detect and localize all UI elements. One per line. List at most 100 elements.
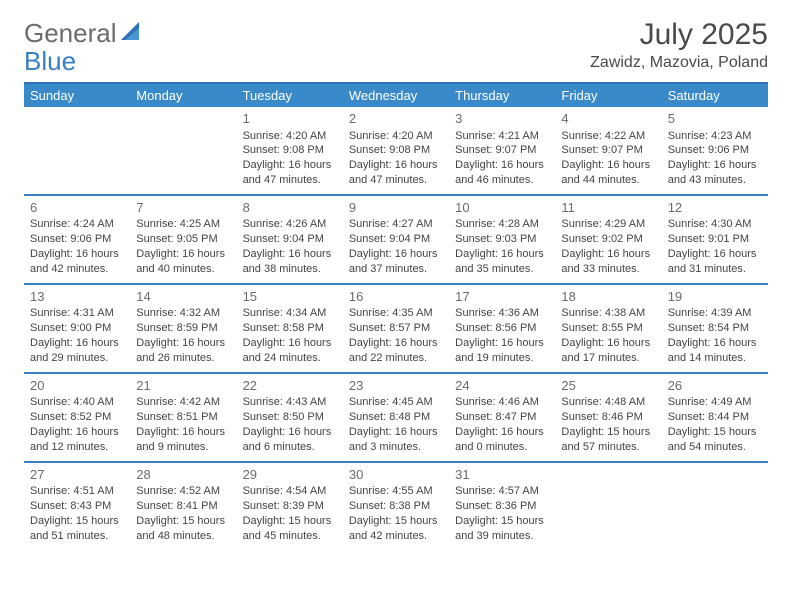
sunrise-text: Sunrise: 4:36 AM xyxy=(455,306,549,321)
sunrise-text: Sunrise: 4:43 AM xyxy=(243,395,337,410)
day-cell: 23Sunrise: 4:45 AMSunset: 8:48 PMDayligh… xyxy=(343,374,449,461)
day-cell: 15Sunrise: 4:34 AMSunset: 8:58 PMDayligh… xyxy=(237,285,343,372)
daylight-text: Daylight: 16 hours xyxy=(243,425,337,440)
daylight-text: Daylight: 16 hours xyxy=(455,247,549,262)
day-number: 15 xyxy=(243,288,337,306)
day-header: Monday xyxy=(130,84,236,107)
daylight-text: Daylight: 16 hours xyxy=(136,336,230,351)
daylight-text: and 3 minutes. xyxy=(349,440,443,455)
title-block: July 2025 Zawidz, Mazovia, Poland xyxy=(590,18,768,72)
daylight-text: Daylight: 16 hours xyxy=(668,336,762,351)
day-cell: 1Sunrise: 4:20 AMSunset: 9:08 PMDaylight… xyxy=(237,107,343,194)
daylight-text: Daylight: 15 hours xyxy=(243,514,337,529)
day-cell: 7Sunrise: 4:25 AMSunset: 9:05 PMDaylight… xyxy=(130,196,236,283)
day-cell: 25Sunrise: 4:48 AMSunset: 8:46 PMDayligh… xyxy=(555,374,661,461)
day-cell: 21Sunrise: 4:42 AMSunset: 8:51 PMDayligh… xyxy=(130,374,236,461)
day-cell: 2Sunrise: 4:20 AMSunset: 9:08 PMDaylight… xyxy=(343,107,449,194)
day-number: 23 xyxy=(349,377,443,395)
day-number: 26 xyxy=(668,377,762,395)
sunset-text: Sunset: 9:00 PM xyxy=(30,321,124,336)
sunrise-text: Sunrise: 4:42 AM xyxy=(136,395,230,410)
sunrise-text: Sunrise: 4:24 AM xyxy=(30,217,124,232)
daylight-text: Daylight: 16 hours xyxy=(668,247,762,262)
sunrise-text: Sunrise: 4:30 AM xyxy=(668,217,762,232)
day-number: 24 xyxy=(455,377,549,395)
empty-cell xyxy=(555,463,661,550)
day-cell: 13Sunrise: 4:31 AMSunset: 9:00 PMDayligh… xyxy=(24,285,130,372)
day-number: 10 xyxy=(455,199,549,217)
daylight-text: Daylight: 16 hours xyxy=(349,336,443,351)
daylight-text: Daylight: 16 hours xyxy=(30,247,124,262)
sunrise-text: Sunrise: 4:34 AM xyxy=(243,306,337,321)
sunset-text: Sunset: 9:04 PM xyxy=(243,232,337,247)
daylight-text: Daylight: 15 hours xyxy=(561,425,655,440)
daylight-text: Daylight: 16 hours xyxy=(30,425,124,440)
daylight-text: and 14 minutes. xyxy=(668,351,762,366)
daylight-text: and 46 minutes. xyxy=(455,173,549,188)
sunset-text: Sunset: 8:43 PM xyxy=(30,499,124,514)
empty-cell xyxy=(24,107,130,194)
day-number: 3 xyxy=(455,110,549,128)
day-header: Wednesday xyxy=(343,84,449,107)
daylight-text: Daylight: 15 hours xyxy=(30,514,124,529)
daylight-text: and 35 minutes. xyxy=(455,262,549,277)
daylight-text: Daylight: 16 hours xyxy=(561,336,655,351)
sunrise-text: Sunrise: 4:27 AM xyxy=(349,217,443,232)
sunset-text: Sunset: 8:39 PM xyxy=(243,499,337,514)
day-number: 11 xyxy=(561,199,655,217)
sunset-text: Sunset: 8:56 PM xyxy=(455,321,549,336)
day-header: Tuesday xyxy=(237,84,343,107)
day-number: 21 xyxy=(136,377,230,395)
day-cell: 16Sunrise: 4:35 AMSunset: 8:57 PMDayligh… xyxy=(343,285,449,372)
day-number: 2 xyxy=(349,110,443,128)
week-row: 27Sunrise: 4:51 AMSunset: 8:43 PMDayligh… xyxy=(24,461,768,550)
sunrise-text: Sunrise: 4:29 AM xyxy=(561,217,655,232)
empty-cell xyxy=(662,463,768,550)
day-number: 18 xyxy=(561,288,655,306)
daylight-text: Daylight: 16 hours xyxy=(561,158,655,173)
daylight-text: Daylight: 16 hours xyxy=(136,247,230,262)
header: General July 2025 Zawidz, Mazovia, Polan… xyxy=(24,18,768,72)
daylight-text: and 47 minutes. xyxy=(243,173,337,188)
day-cell: 29Sunrise: 4:54 AMSunset: 8:39 PMDayligh… xyxy=(237,463,343,550)
sunrise-text: Sunrise: 4:28 AM xyxy=(455,217,549,232)
day-number: 22 xyxy=(243,377,337,395)
day-number: 20 xyxy=(30,377,124,395)
daylight-text: and 17 minutes. xyxy=(561,351,655,366)
sunrise-text: Sunrise: 4:31 AM xyxy=(30,306,124,321)
daylight-text: and 47 minutes. xyxy=(349,173,443,188)
day-number: 14 xyxy=(136,288,230,306)
sunset-text: Sunset: 8:54 PM xyxy=(668,321,762,336)
day-number: 28 xyxy=(136,466,230,484)
sunset-text: Sunset: 9:08 PM xyxy=(243,143,337,158)
sunrise-text: Sunrise: 4:23 AM xyxy=(668,129,762,144)
sunrise-text: Sunrise: 4:20 AM xyxy=(243,129,337,144)
day-cell: 27Sunrise: 4:51 AMSunset: 8:43 PMDayligh… xyxy=(24,463,130,550)
sunset-text: Sunset: 8:59 PM xyxy=(136,321,230,336)
day-cell: 9Sunrise: 4:27 AMSunset: 9:04 PMDaylight… xyxy=(343,196,449,283)
daylight-text: Daylight: 16 hours xyxy=(561,247,655,262)
sunset-text: Sunset: 8:50 PM xyxy=(243,410,337,425)
daylight-text: and 9 minutes. xyxy=(136,440,230,455)
sunset-text: Sunset: 8:51 PM xyxy=(136,410,230,425)
sunset-text: Sunset: 8:46 PM xyxy=(561,410,655,425)
sunrise-text: Sunrise: 4:45 AM xyxy=(349,395,443,410)
daylight-text: and 0 minutes. xyxy=(455,440,549,455)
month-title: July 2025 xyxy=(590,18,768,52)
day-number: 5 xyxy=(668,110,762,128)
daylight-text: Daylight: 16 hours xyxy=(349,158,443,173)
day-header: Thursday xyxy=(449,84,555,107)
sunset-text: Sunset: 8:52 PM xyxy=(30,410,124,425)
week-row: 13Sunrise: 4:31 AMSunset: 9:00 PMDayligh… xyxy=(24,283,768,372)
day-cell: 24Sunrise: 4:46 AMSunset: 8:47 PMDayligh… xyxy=(449,374,555,461)
sunset-text: Sunset: 8:44 PM xyxy=(668,410,762,425)
day-number: 7 xyxy=(136,199,230,217)
sunset-text: Sunset: 9:04 PM xyxy=(349,232,443,247)
calendar: SundayMondayTuesdayWednesdayThursdayFrid… xyxy=(24,82,768,550)
daylight-text: and 57 minutes. xyxy=(561,440,655,455)
daylight-text: Daylight: 16 hours xyxy=(349,247,443,262)
sunset-text: Sunset: 8:48 PM xyxy=(349,410,443,425)
day-cell: 20Sunrise: 4:40 AMSunset: 8:52 PMDayligh… xyxy=(24,374,130,461)
daylight-text: and 51 minutes. xyxy=(30,529,124,544)
sunset-text: Sunset: 9:07 PM xyxy=(455,143,549,158)
